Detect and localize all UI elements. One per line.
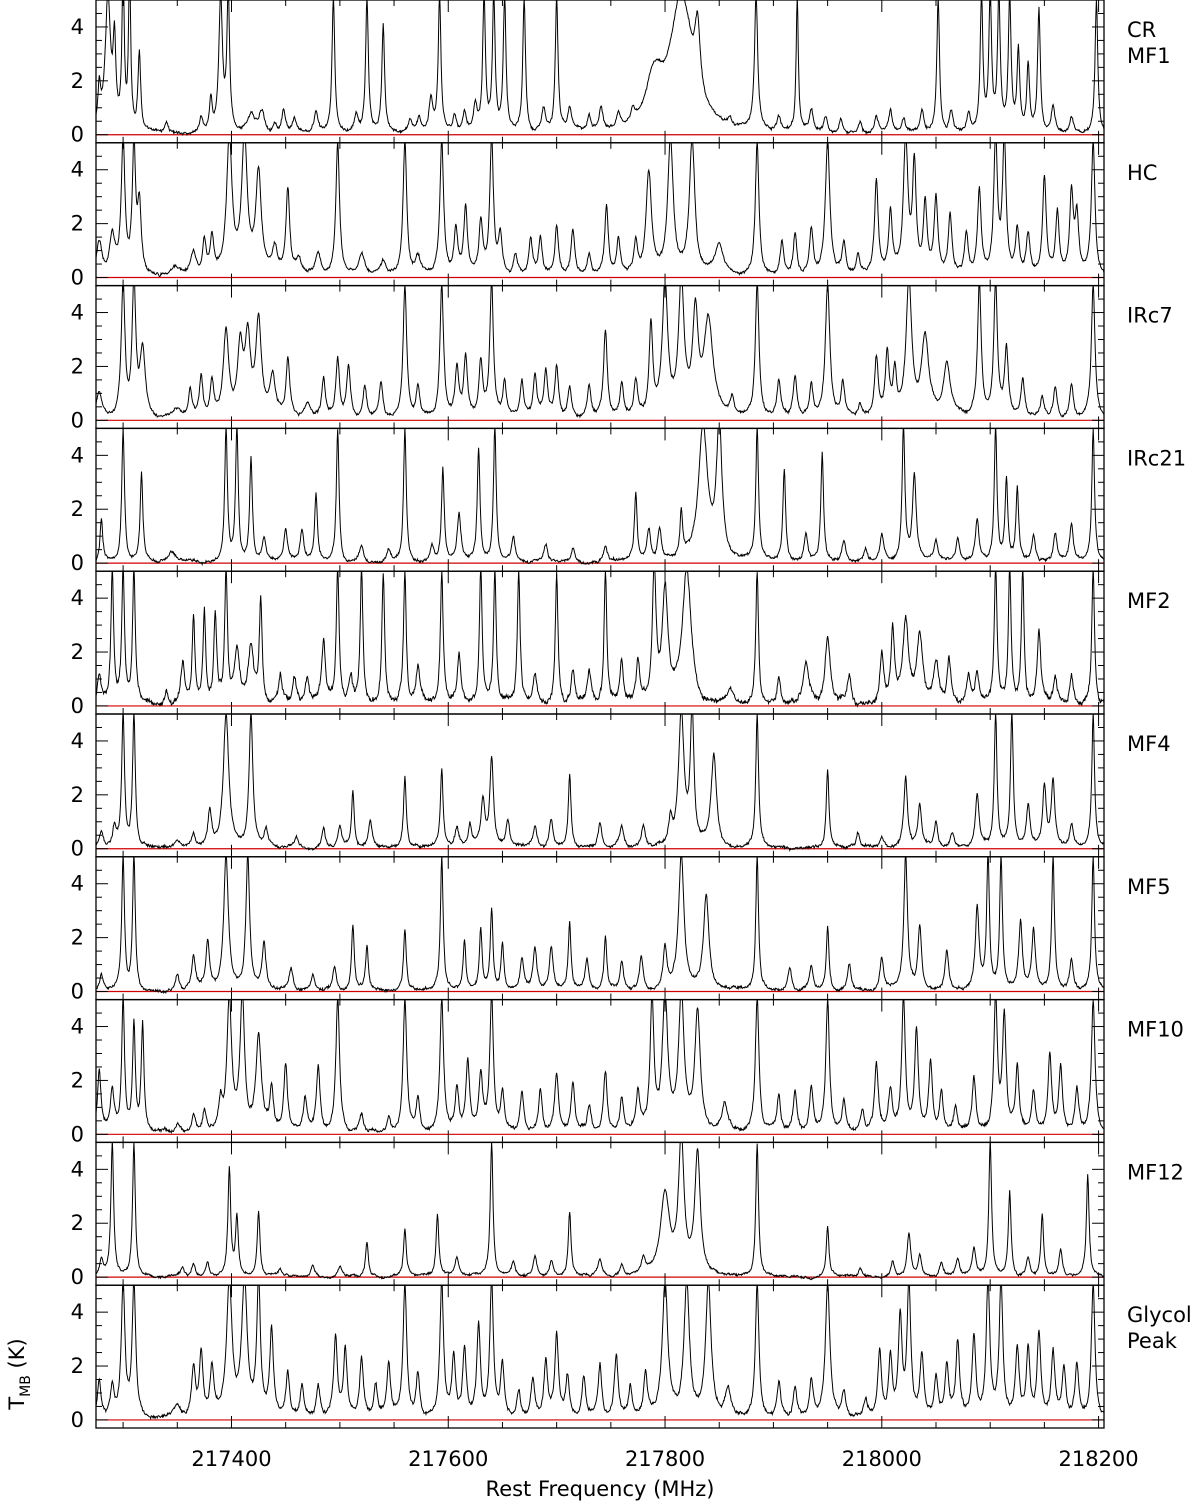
y-tick-label: 4: [71, 1015, 84, 1039]
y-tick-label: 2: [71, 1068, 84, 1092]
y-axis-title-unit: (K): [5, 1338, 29, 1375]
spectrum-line: [96, 856, 1104, 995]
y-tick-label: 2: [71, 926, 84, 950]
y-tick-label: 4: [71, 586, 84, 610]
y-tick-label: 0: [71, 837, 84, 861]
panel-9: 0 2 4 MF12: [71, 1141, 1184, 1289]
panel-label: MF2: [1127, 589, 1171, 613]
panel-3: 0 2 4 IRc7: [71, 284, 1173, 432]
x-axis-title: Rest Frequency (MHz): [486, 1477, 715, 1501]
y-tick-label: 4: [71, 1300, 84, 1324]
spectrum-line: [96, 428, 1104, 567]
x-tick-label: 218000: [842, 1447, 922, 1471]
panel-label: CR: [1127, 18, 1156, 42]
y-tick-label: 0: [71, 123, 84, 147]
y-axis-title: TMB (K): [5, 1338, 34, 1410]
y-tick-label: 0: [71, 694, 84, 718]
x-tick-label: 217600: [408, 1447, 488, 1471]
y-tick-label: 2: [71, 1211, 84, 1235]
y-tick-label: 2: [71, 640, 84, 664]
panel-label: IRc7: [1127, 304, 1173, 328]
y-tick-label: 2: [71, 212, 84, 236]
panel-5: 0 2 4 MF2: [71, 570, 1171, 718]
y-tick-label: 4: [71, 443, 84, 467]
panel-4: 0 2 4 IRc21: [71, 427, 1186, 575]
spectrum-line: [96, 571, 1104, 708]
y-tick-label: 0: [71, 1265, 84, 1289]
y-tick-label: 4: [71, 158, 84, 182]
y-tick-label: 4: [71, 1157, 84, 1181]
y-tick-label: 0: [71, 1122, 84, 1146]
y-tick-label: 4: [71, 872, 84, 896]
y-tick-label: 2: [71, 354, 84, 378]
panel-label: IRc21: [1127, 446, 1186, 470]
panel-label: MF10: [1127, 1018, 1184, 1042]
spectrum-line: [96, 1142, 1104, 1281]
y-tick-label: 2: [71, 1354, 84, 1378]
panel-2: 0 2 4 HC: [71, 142, 1157, 290]
y-tick-label: 4: [71, 301, 84, 325]
x-tick-label: 218200: [1058, 1447, 1138, 1471]
spectrum-line: [96, 1285, 1104, 1421]
panel-label: HC: [1127, 161, 1157, 185]
y-axis-title-main: T: [5, 1397, 29, 1411]
panel-label: MF12: [1127, 1160, 1184, 1184]
panel-frame: [95, 1284, 1105, 1429]
panel-label: Glycol: [1127, 1303, 1192, 1327]
panel-label: MF4: [1127, 732, 1171, 756]
y-tick-label: 2: [71, 783, 84, 807]
y-tick-label: 0: [71, 1408, 84, 1432]
spectrum-line: [96, 0, 1104, 136]
y-tick-label: 0: [71, 266, 84, 290]
panel-8: 0 2 4 MF10: [71, 998, 1184, 1146]
y-tick-label: 2: [71, 497, 84, 521]
x-tick-label: 217400: [191, 1447, 271, 1471]
x-tick-labels: 217400 217600 217800 218000 218200: [191, 1447, 1138, 1471]
spectrum-line: [96, 714, 1104, 853]
y-tick-label: 4: [71, 15, 84, 39]
panel-label: MF1: [1127, 44, 1171, 68]
spectrum-line: [96, 142, 1104, 278]
x-tick-label: 217800: [625, 1447, 705, 1471]
y-tick-label: 4: [71, 729, 84, 753]
panel-label: Peak: [1127, 1329, 1178, 1353]
spectrum-line: [96, 999, 1104, 1134]
spectrum-line: [96, 285, 1104, 419]
y-tick-label: 0: [71, 551, 84, 575]
y-tick-label: 2: [71, 69, 84, 93]
y-axis-title-subscript: MB: [18, 1375, 34, 1397]
panel-label: MF5: [1127, 875, 1171, 899]
y-tick-label: 0: [71, 980, 84, 1004]
y-tick-label: 0: [71, 408, 84, 432]
